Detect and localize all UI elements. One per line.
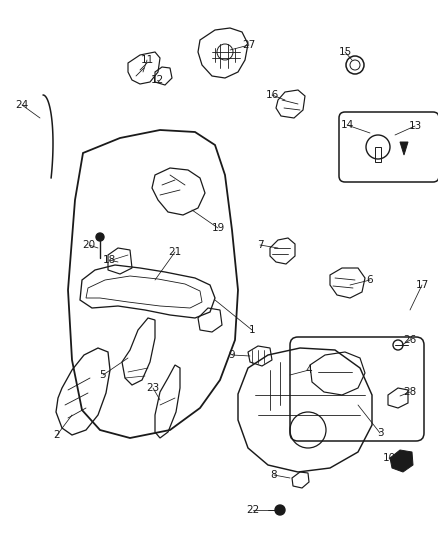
Text: 26: 26 [403,335,417,345]
Text: 3: 3 [377,428,383,438]
Text: 19: 19 [212,223,225,233]
Text: 1: 1 [249,325,255,335]
Text: 14: 14 [340,120,353,130]
Text: 13: 13 [408,121,422,131]
Text: 15: 15 [339,47,352,57]
Circle shape [96,233,104,241]
Text: 7: 7 [257,240,263,250]
Text: 22: 22 [246,505,260,515]
Text: 20: 20 [82,240,95,250]
Text: 4: 4 [306,365,312,375]
Polygon shape [390,450,413,472]
Text: 2: 2 [54,430,60,440]
Text: 23: 23 [146,383,159,393]
Text: 24: 24 [15,100,28,110]
Text: 10: 10 [382,453,396,463]
Text: 21: 21 [168,247,182,257]
Text: 17: 17 [415,280,429,290]
Text: 28: 28 [403,387,417,397]
Polygon shape [400,142,408,155]
Text: 9: 9 [229,350,235,360]
Text: 5: 5 [100,370,106,380]
Text: 27: 27 [242,40,256,50]
Text: 8: 8 [271,470,277,480]
Text: 18: 18 [102,255,116,265]
Text: 11: 11 [140,55,154,65]
Circle shape [275,505,285,515]
Text: 16: 16 [265,90,279,100]
Text: 6: 6 [367,275,373,285]
Text: 12: 12 [150,75,164,85]
